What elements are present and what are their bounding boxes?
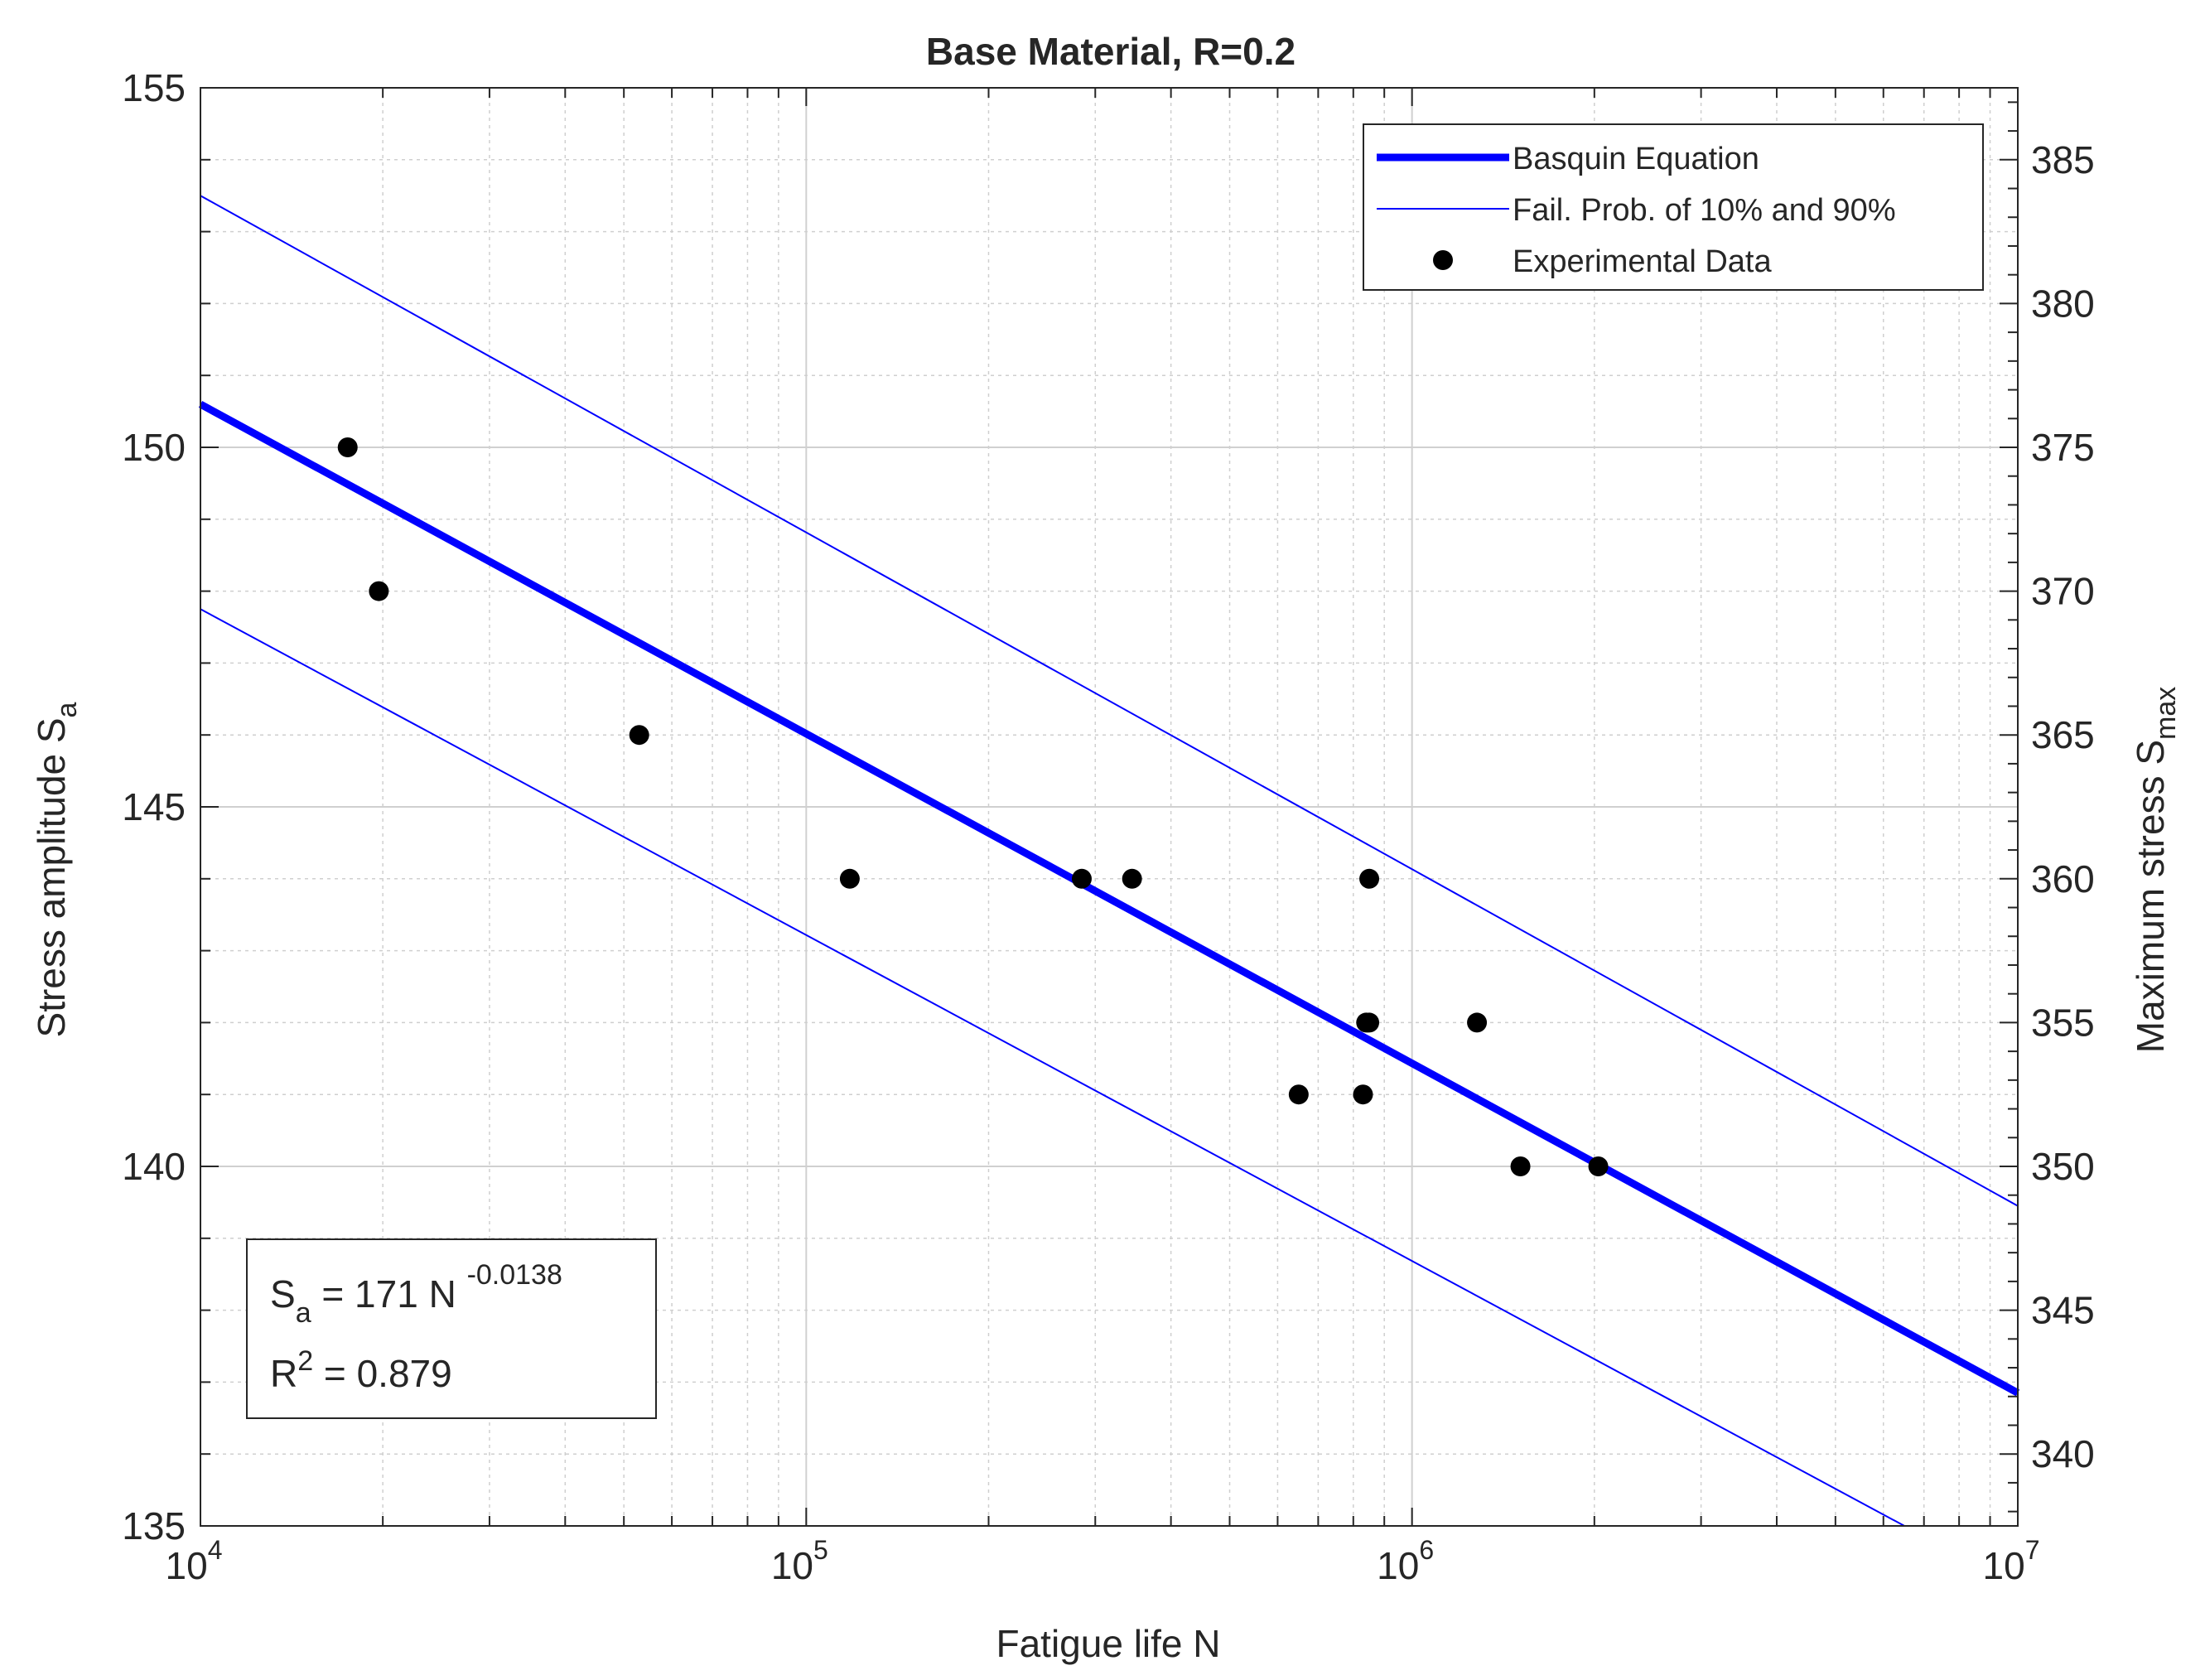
x-tick-label-exponent: 7 — [2025, 1535, 2040, 1565]
x-tick-labels: 104 105 106 107 — [166, 1535, 2040, 1587]
data-points — [337, 437, 1609, 1176]
equation-exponent: -0.0138 — [467, 1259, 562, 1291]
equation-s: S — [270, 1272, 296, 1316]
y-tick-label: 140 — [122, 1145, 186, 1188]
equation-annotation: Sa = 171 N -0.0138 R2 = 0.879 — [246, 1238, 657, 1419]
y2-tick-label: 340 — [2031, 1432, 2095, 1475]
experimental-data-point — [1588, 1156, 1609, 1176]
x-tick-label-base: 10 — [166, 1544, 208, 1587]
x-tick-label-exponent: 4 — [208, 1535, 223, 1565]
x-tick-label-exponent: 5 — [813, 1535, 828, 1565]
r-squared-r: R — [270, 1352, 297, 1395]
major-grid — [200, 88, 2018, 1526]
experimental-data-point — [1122, 868, 1142, 889]
equation-box — [246, 1238, 657, 1419]
y2-tick-label: 365 — [2031, 713, 2095, 756]
experimental-data-point — [1071, 868, 1092, 889]
y2-tick-label: 355 — [2031, 1001, 2095, 1044]
y-axis-label-main: Stress amplitude S — [30, 717, 73, 1037]
y2-tick-label: 370 — [2031, 570, 2095, 613]
x-tick-label-exponent: 6 — [1419, 1535, 1434, 1565]
x-tick-label-base: 10 — [1377, 1544, 1419, 1587]
experimental-data-point — [369, 581, 389, 601]
axis-ticks — [200, 87, 2019, 1527]
y-axis-label: Stress amplitude Sa — [30, 702, 83, 1037]
legend-box — [1363, 123, 1984, 291]
y-tick-label: 150 — [122, 426, 186, 469]
experimental-data-point — [839, 868, 860, 889]
legend-swatch-experimental — [1433, 250, 1453, 270]
fail-prob-line-2 — [200, 608, 1905, 1527]
equation-line: Sa = 171 N -0.0138 — [270, 1259, 562, 1329]
y2-axis-label: Maximum stress Smax — [2129, 687, 2182, 1054]
experimental-data-point — [1359, 1012, 1380, 1033]
x-tick-label: 106 — [1377, 1535, 1434, 1587]
y-tick-label: 145 — [122, 785, 186, 828]
basquin-line — [198, 400, 2020, 1397]
x-tick-label-base: 10 — [1983, 1544, 2025, 1587]
x-tick-label: 105 — [771, 1535, 828, 1587]
r-squared-line: R2 = 0.879 — [270, 1345, 452, 1395]
legend-label-fail-prob: Fail. Prob. of 10% and 90% — [1513, 193, 1896, 228]
y2-tick-label: 375 — [2031, 426, 2095, 469]
r-squared-value: = 0.879 — [313, 1352, 452, 1395]
experimental-data-point — [1467, 1012, 1488, 1033]
r-squared-sup: 2 — [297, 1345, 313, 1377]
experimental-data-point — [1288, 1084, 1309, 1105]
y-axis-label-sub: a — [51, 702, 83, 717]
experimental-data-point — [1353, 1084, 1373, 1105]
legend-label-basquin: Basquin Equation — [1513, 142, 1759, 176]
y2-tick-label: 385 — [2031, 138, 2095, 181]
y2-tick-label: 350 — [2031, 1145, 2095, 1188]
legend: Basquin Equation Fail. Prob. of 10% and … — [1363, 123, 1984, 291]
y2-axis-label-main: Maximum stress S — [2129, 740, 2172, 1053]
y-tick-label: 135 — [122, 1504, 186, 1547]
x-tick-label: 104 — [166, 1535, 223, 1587]
y2-axis-label-sub: max — [2150, 687, 2182, 740]
y2-tick-labels: 340 345 350 355 360 365 370 375 380 385 — [2031, 138, 2095, 1475]
experimental-data-point — [337, 437, 358, 457]
x-axis-label: Fatigue life N — [996, 1622, 1220, 1665]
chart-title: Base Material, R=0.2 — [926, 30, 1295, 73]
y2-tick-label: 345 — [2031, 1289, 2095, 1332]
y-tick-labels: 135 140 145 150 155 — [122, 66, 186, 1547]
experimental-data-point — [629, 725, 649, 746]
x-tick-label-base: 10 — [771, 1544, 813, 1587]
experimental-data-point — [1359, 868, 1380, 889]
equation-main: = 171 N — [311, 1272, 467, 1316]
series-lines — [198, 195, 2020, 1527]
y2-tick-label: 380 — [2031, 282, 2095, 325]
legend-label-experimental: Experimental Data — [1513, 244, 1772, 279]
experimental-data-point — [1510, 1156, 1531, 1176]
fail-prob-line-1 — [200, 195, 2019, 1207]
y2-tick-label: 360 — [2031, 857, 2095, 900]
equation-s-sub: a — [296, 1297, 311, 1329]
y-tick-label: 155 — [122, 66, 186, 109]
x-tick-label: 107 — [1983, 1535, 2040, 1587]
